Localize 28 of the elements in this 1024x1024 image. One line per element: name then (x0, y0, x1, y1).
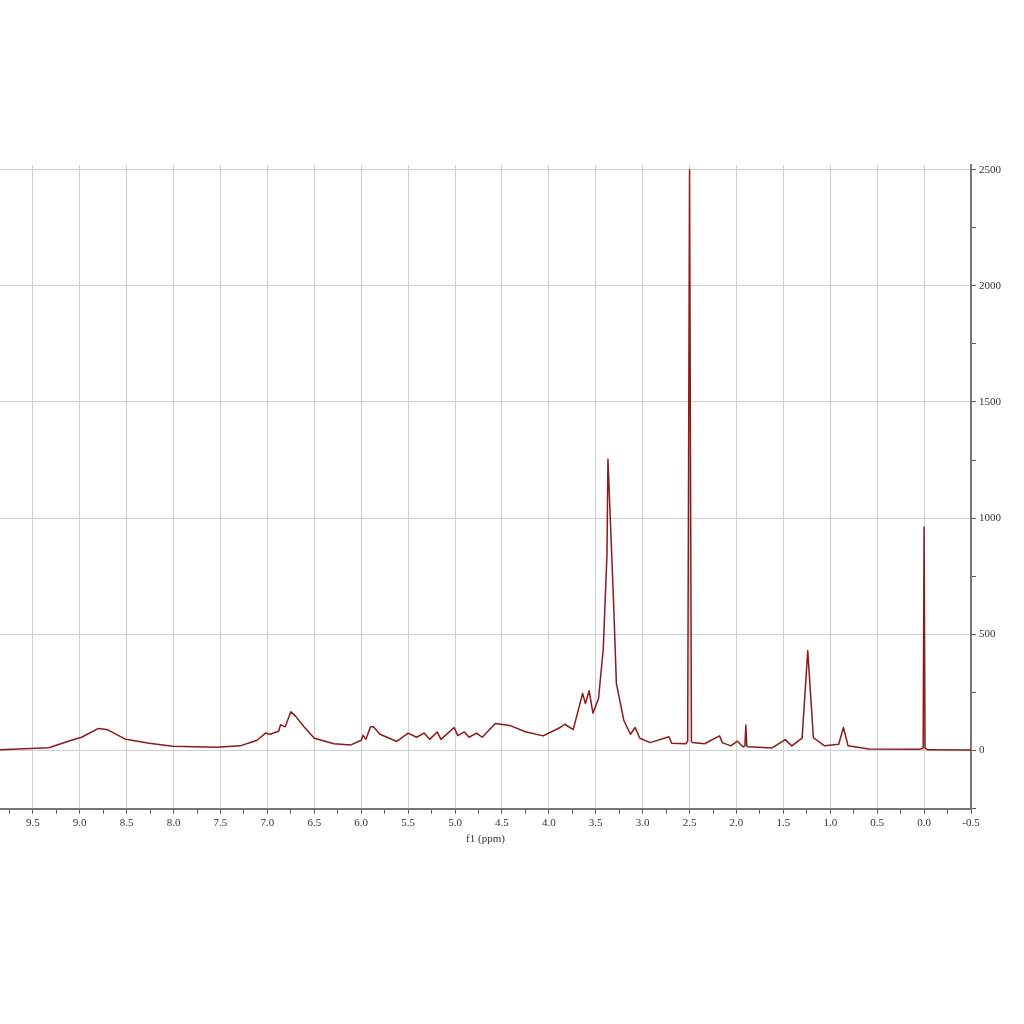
y-tick-label: 2000 (979, 278, 1002, 291)
x-tick-label: 9.0 (72, 816, 88, 829)
x-tick-label: 2.0 (729, 816, 744, 829)
x-tick-label: 3.0 (635, 816, 651, 829)
y-tick-label: 1000 (979, 511, 1002, 524)
x-tick-label: 6.5 (307, 816, 322, 829)
x-tick-label: 7.5 (213, 816, 228, 829)
y-tick-label: 2500 (979, 162, 1002, 175)
x-tick-label: 4.0 (541, 816, 557, 829)
x-tick-label: 5.5 (401, 816, 416, 829)
x-tick-label: 4.5 (495, 816, 510, 829)
x-tick-label: 8.0 (166, 816, 181, 829)
y-tick-label: 0 (979, 743, 985, 756)
x-tick-label: -0.5 (962, 816, 981, 829)
x-tick-label: 1.5 (776, 816, 791, 829)
x-tick-label: 2.5 (682, 816, 697, 829)
x-tick-label: 8.5 (119, 816, 135, 829)
x-axis-title: f1 (ppm) (466, 832, 506, 846)
x-tick-label: 0.5 (870, 816, 885, 829)
x-tick-label: 3.5 (588, 816, 604, 829)
x-tick-label: 0.0 (917, 816, 932, 829)
x-tick-label: 6.0 (354, 816, 369, 829)
x-tick-label: 7.0 (260, 816, 275, 829)
y-tick-label: 500 (979, 627, 996, 640)
y-tick-label: 1500 (979, 394, 1002, 407)
x-tick-label: 5.0 (448, 816, 463, 829)
x-tick-label: 9.5 (25, 816, 41, 829)
x-tick-label: 1.0 (823, 816, 838, 829)
